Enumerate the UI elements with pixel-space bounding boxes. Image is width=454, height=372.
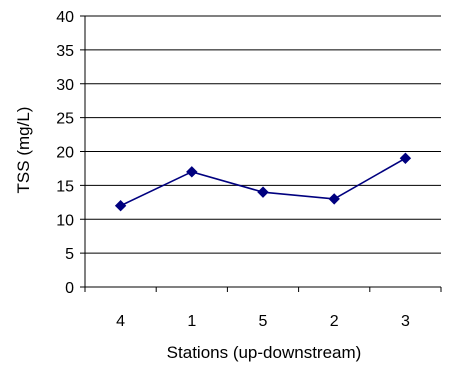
- y-tick-label: 35: [56, 43, 74, 60]
- y-tick-label: 5: [65, 246, 74, 263]
- y-tick-label: 20: [56, 145, 74, 162]
- y-tick-label: 15: [56, 178, 74, 195]
- x-tick-label: 4: [116, 313, 125, 330]
- x-axis: 4 1 5 2 3: [84, 286, 442, 330]
- x-tick-label: 5: [259, 313, 268, 330]
- data-point-marker: [257, 186, 269, 198]
- y-axis-title: TSS (mg/L): [14, 107, 33, 194]
- data-point-marker: [114, 199, 127, 212]
- data-point-marker: [186, 166, 198, 178]
- y-tick-label: 25: [56, 111, 74, 128]
- x-tick-label: 2: [330, 313, 339, 330]
- y-tick-label: 10: [56, 212, 74, 229]
- data-point-marker: [328, 193, 340, 205]
- x-axis-title: Stations (up-downstream): [167, 343, 362, 362]
- y-tick-label: 30: [56, 77, 74, 94]
- series-line: [120, 157, 406, 207]
- y-tick-label: 40: [56, 9, 74, 26]
- y-tick-label: 0: [65, 280, 74, 297]
- data-point-marker: [399, 152, 412, 164]
- y-axis: 0 5 10 15 20 25 30 35 40: [56, 9, 86, 297]
- gridlines: [85, 15, 441, 254]
- data-markers: [114, 152, 412, 212]
- x-tick-label: 3: [401, 313, 410, 330]
- x-tick-label: 1: [187, 313, 196, 330]
- series-line: [120, 157, 406, 207]
